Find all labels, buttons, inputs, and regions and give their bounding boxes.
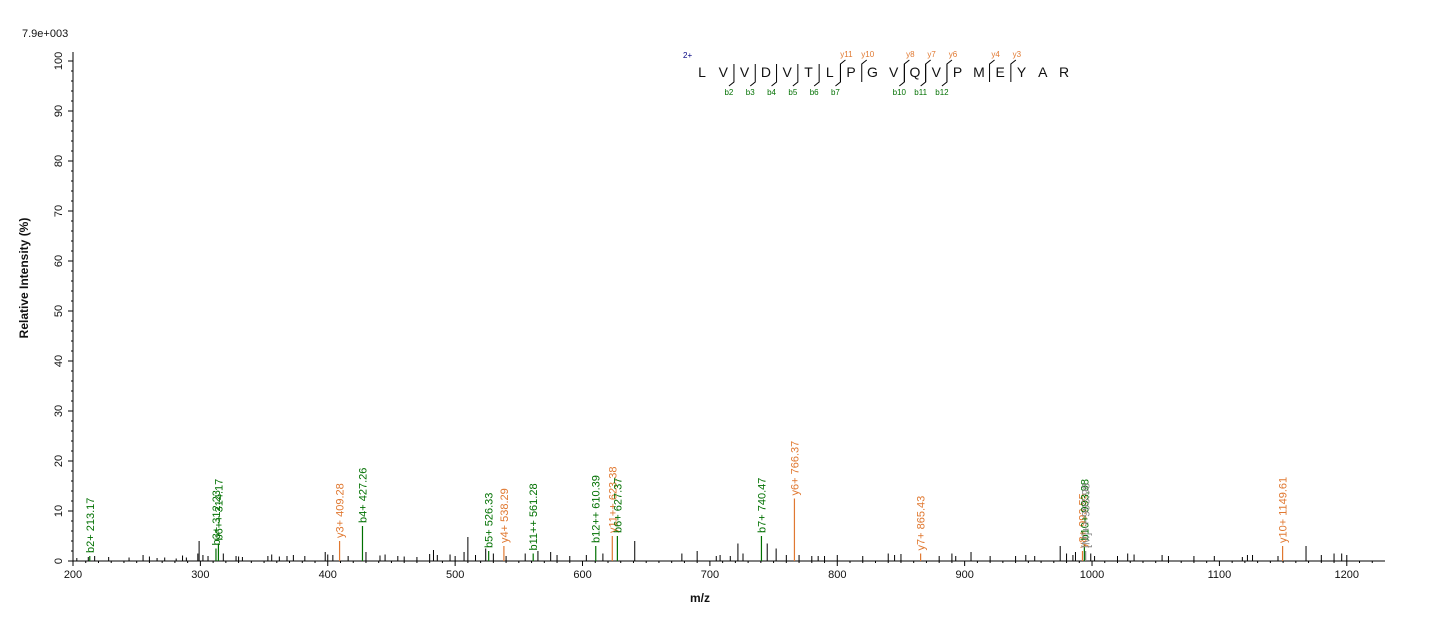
peak-annotation: b3+ 312.23 [211, 490, 223, 545]
y-axis-title: Relative Intensity (%) [17, 218, 31, 339]
x-tick-label: 900 [955, 569, 973, 581]
b-ion-label: b4 [767, 88, 776, 97]
peak-annotation: y4+ 538.29 [499, 488, 511, 543]
b-ion-label: b10 [893, 88, 907, 97]
peak-annotation: b11++ 561.28 [528, 483, 540, 550]
peak-annotation: b4+ 427.26 [357, 468, 369, 523]
peak-annotation: y8+ 993.55 [1077, 493, 1089, 548]
b-ion-label: b5 [788, 88, 797, 97]
precursor-charge: 2+ [683, 51, 692, 60]
y-ion-label: y10 [861, 50, 874, 59]
y-ion-label: y8 [906, 50, 915, 59]
y-ion-bracket [861, 59, 868, 82]
sequence-residue: Q [910, 64, 921, 80]
sequence-residue: P [953, 64, 962, 80]
peak-annotation: b10+ 993.98 [1079, 479, 1091, 540]
y-ion-bracket [989, 59, 995, 82]
peak-annotation: b5+ 526.33 [484, 493, 496, 548]
y-ion-bracket [1010, 59, 1017, 82]
y-tick-label: 10 [53, 505, 65, 517]
sequence-residue: E [996, 64, 1005, 80]
y-tick-label: 50 [53, 305, 65, 317]
b-ion-label: b2 [724, 88, 733, 97]
y-ion-label: y11 [840, 50, 853, 59]
peak-annotation: y10+ 1149.61 [1278, 477, 1290, 543]
y-ion-bracket [946, 59, 953, 82]
b-ion-label: b11 [914, 88, 927, 97]
b-ion-bracket [835, 64, 841, 87]
b-ion-bracket [771, 64, 778, 87]
x-tick-label: 300 [191, 569, 209, 581]
peak-annotation: y6+ 766.37 [789, 441, 801, 496]
y-ion-label: y6 [949, 50, 958, 59]
sequence-residue: V [932, 64, 942, 80]
b-ion-bracket [899, 64, 905, 87]
sequence-residue: V [719, 64, 729, 80]
peak-annotation: b6++ 314.17 [213, 479, 225, 541]
y-tick-label: 40 [53, 355, 65, 367]
b-ion-bracket [941, 64, 948, 87]
x-tick-label: 700 [701, 569, 719, 581]
intensity-max-label: 7.9e+003 [22, 28, 68, 40]
sequence-residue: D [761, 64, 771, 80]
b-ion-bracket [920, 64, 927, 87]
sequence-residue: M [973, 64, 985, 80]
sequence-residue: Y [1017, 64, 1027, 80]
sequence-residue: P [846, 64, 855, 80]
x-tick-label: 800 [828, 569, 846, 581]
sequence-residue: V [889, 64, 899, 80]
peak-annotation: y7+ 865.43 [916, 496, 928, 551]
y-ion-label: y3 [1013, 50, 1022, 59]
axes: 200 300 400 500 600 700 800 900 1000 1100 1200 0 10 2… [53, 52, 1385, 581]
x-axis-title: m/z [690, 591, 710, 605]
y-ion-bracket [925, 59, 931, 82]
peaks [76, 498, 1348, 561]
sequence-residue: R [1059, 64, 1069, 80]
x-tick-label: 200 [64, 569, 82, 581]
b-ion-label: b3 [746, 88, 755, 97]
y-ion-bracket [839, 59, 846, 82]
sequence-residue: T [804, 64, 813, 80]
y-tick-label: 0 [53, 558, 65, 564]
y-tick-label: 20 [53, 455, 65, 467]
sequence-residue: A [1038, 64, 1048, 80]
x-tick-label: 600 [573, 569, 591, 581]
peptide-sequence: 2+L V V D V T L P G V Q V P M E Y A Rb2 b3 b4 b5 b6 b7 b10 b11 b1… [683, 50, 1069, 97]
b-ion-label: b6 [810, 88, 819, 97]
y-tick-label: 60 [53, 255, 65, 267]
sequence-residue: V [783, 64, 793, 80]
x-tick-label: 1200 [1335, 569, 1359, 581]
peak-annotation: b2+ 213.17 [85, 498, 97, 553]
x-tick-label: 400 [319, 569, 337, 581]
x-tick-label: 1000 [1080, 569, 1104, 581]
b-ion-bracket [728, 64, 735, 87]
y-tick-label: 80 [53, 155, 65, 167]
b-ion-bracket [813, 64, 820, 87]
y-tick-label: 90 [53, 105, 65, 117]
y-tick-label: 30 [53, 405, 65, 417]
y-ion-label: y7 [927, 50, 936, 59]
peak-annotation: y3+ 409.28 [335, 483, 347, 538]
b-ion-label: b12 [935, 88, 949, 97]
y-tick-label: 70 [53, 205, 65, 217]
y-tick-label: 100 [53, 52, 65, 70]
peak-annotation: [M]++ 993.98 [1081, 483, 1093, 548]
sequence-residue: G [867, 64, 878, 80]
sequence-residue: L [826, 64, 834, 80]
peak-annotation: b6+ 627.37 [612, 478, 624, 533]
b-ion-label: b7 [831, 88, 840, 97]
peak-annotation: b7+ 740.47 [756, 478, 768, 533]
b-ion-bracket [749, 64, 756, 87]
y-ion-bracket [903, 59, 910, 82]
peak-annotation: y11++ 623.38 [607, 467, 619, 533]
peak-annotation: b12++ 610.39 [591, 475, 603, 543]
x-tick-label: 500 [446, 569, 464, 581]
x-tick-label: 1100 [1208, 569, 1232, 581]
sequence-residue: V [740, 64, 750, 80]
b-ion-bracket [792, 64, 799, 87]
y-ion-label: y4 [991, 50, 1000, 59]
sequence-residue: L [698, 64, 706, 80]
